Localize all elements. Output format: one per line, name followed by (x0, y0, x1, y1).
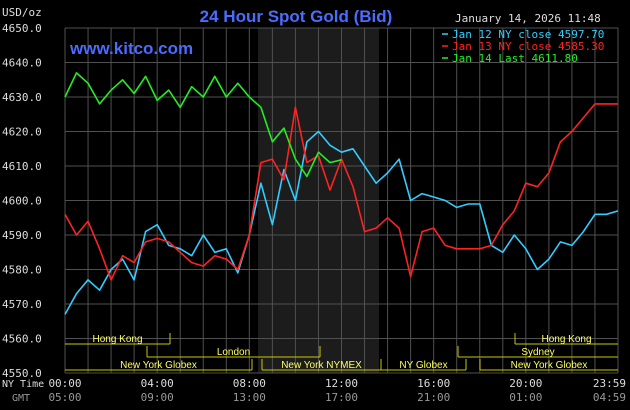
series-line-jan12 (64, 130, 619, 315)
series-line-jan13 (64, 103, 618, 281)
session-sydney-label: Sydney (521, 347, 554, 358)
y-tick-label: 4610.0 (2, 160, 42, 173)
y-tick-label: 4560.0 (2, 333, 42, 346)
gmt-label: GMT (12, 393, 30, 404)
session-ny-nymex-label: New York NYMEX (281, 360, 362, 371)
x-tick-label-gmt: 09:00 (141, 391, 174, 404)
x-tick-label-gmt: 13:00 (233, 391, 266, 404)
x-tick-label: 12:00 (325, 377, 358, 390)
session-london-label: London (217, 347, 250, 358)
x-tick-label: 04:00 (141, 377, 174, 390)
legend-entry: Jan 13 NY close 4585.30 (452, 40, 604, 53)
y-axis-ticks: 4650.0 4640.0 4630.0 4620.0 4610.0 4600.0 4590… (2, 22, 42, 380)
trading-sessions: Hong Kong London New York Globex New York N… (65, 333, 618, 371)
x-tick-label: 20:00 (509, 377, 542, 390)
session-hong-kong-late-label: Hong Kong (541, 334, 591, 345)
x-tick-label-gmt: 21:00 (417, 391, 450, 404)
y-tick-label: 4640.0 (2, 57, 42, 70)
x-tick-label-gmt: 17:00 (325, 391, 358, 404)
timestamp: January 14, 2026 11:48 (455, 12, 601, 25)
x-tick-label-gmt: 01:00 (509, 391, 542, 404)
grid-lines (64, 27, 619, 374)
x-tick-label-gmt: 05:00 (48, 391, 81, 404)
series-line-jan14 (64, 72, 342, 178)
session-ny-globex-am-label: New York Globex (120, 360, 197, 371)
brand-watermark: www.kitco.com (69, 39, 193, 58)
y-tick-label: 4580.0 (2, 264, 42, 277)
ny-time-label: NY Time (2, 379, 44, 390)
y-tick-label: 4550.0 (2, 367, 42, 380)
x-tick-label: 16:00 (417, 377, 450, 390)
x-tick-label: 00:00 (48, 377, 81, 390)
legend-entry: Jan 14 Last 4611.80 (452, 52, 578, 65)
session-ny-globex-pm-label: NY Globex (399, 360, 447, 371)
x-tick-label: 08:00 (233, 377, 266, 390)
series-lines (64, 72, 619, 315)
chart-title: 24 Hour Spot Gold (Bid) (200, 7, 393, 26)
y-tick-label: 4590.0 (2, 229, 42, 242)
session-hong-kong-label: Hong Kong (92, 334, 142, 345)
y-tick-label: 4600.0 (2, 195, 42, 208)
y-tick-label: 4620.0 (2, 126, 42, 139)
y-tick-label: 4650.0 (2, 22, 42, 35)
y-tick-label: 4570.0 (2, 298, 42, 311)
y-tick-label: 4630.0 (2, 91, 42, 104)
legend-entry: Jan 12 NY close 4597.70 (452, 28, 604, 41)
session-ny-globex-late-label: New York Globex (511, 360, 588, 371)
y-axis-unit-label: USD/oz (2, 6, 42, 19)
x-tick-label: 23:59 (593, 377, 626, 390)
x-tick-label-gmt: 04:59 (593, 391, 626, 404)
